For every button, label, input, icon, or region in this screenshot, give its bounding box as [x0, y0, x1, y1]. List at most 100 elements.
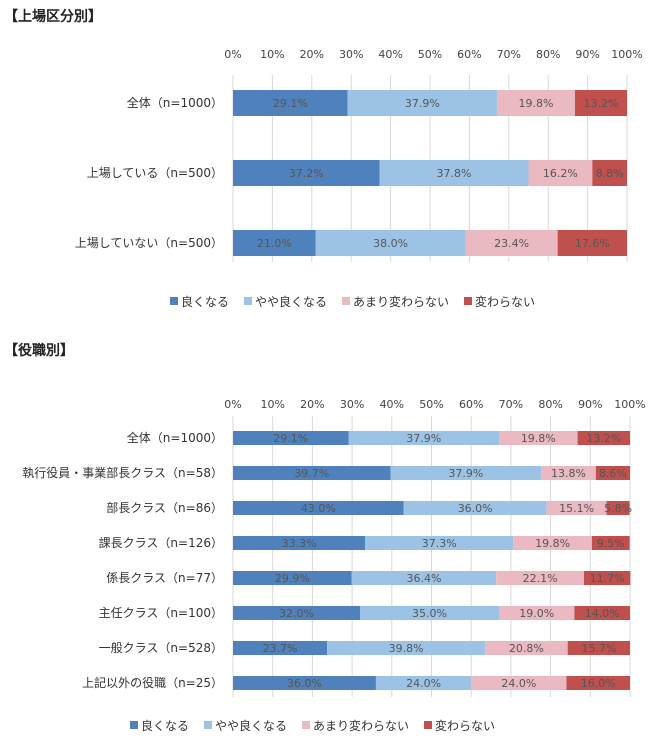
data-label: 35.0% — [412, 607, 447, 620]
x-tick-label: 30% — [340, 398, 364, 411]
x-tick-label: 40% — [378, 48, 402, 61]
bar-segment — [498, 431, 578, 445]
x-tick-label: 20% — [300, 398, 324, 411]
bar-segment — [513, 536, 592, 550]
bar-segment — [233, 466, 391, 480]
data-label: 19.8% — [535, 537, 570, 550]
data-label: 5.8% — [604, 502, 632, 515]
data-label: 33.3% — [282, 537, 317, 550]
bar-segment — [360, 606, 499, 620]
data-label: 19.8% — [521, 432, 556, 445]
data-label: 22.1% — [523, 572, 558, 585]
legend-item-label: 変わらない — [435, 718, 495, 733]
data-label: 16.0% — [581, 677, 616, 690]
data-label: 20.8% — [509, 642, 544, 655]
data-label: 14.0% — [585, 607, 620, 620]
legend-swatch — [464, 297, 472, 305]
x-tick-label: 100% — [611, 48, 642, 61]
data-label: 13.8% — [551, 467, 586, 480]
legend-item-label: あまり変わらない — [313, 718, 409, 733]
data-label: 38.0% — [373, 237, 408, 250]
data-label: 36.4% — [406, 572, 441, 585]
bar-segment — [577, 431, 630, 445]
bar-segment — [351, 571, 497, 585]
x-tick-label: 90% — [578, 398, 602, 411]
category-label: 課長クラス（n=126） — [99, 535, 223, 550]
chart-1-svg: 0% 10% 20% 30% 40% 50% 60% 70% 80% 90% 100% 全体（n=10… — [75, 48, 643, 309]
legend-swatch — [302, 721, 310, 729]
x-tick-label: 60% — [459, 398, 483, 411]
data-label: 29.1% — [273, 97, 308, 110]
x-tick-label: 50% — [419, 398, 443, 411]
bar-segment — [327, 641, 486, 655]
category-label: 全体（n=1000） — [127, 430, 223, 445]
bar-segment — [567, 641, 630, 655]
bar-segment — [233, 606, 361, 620]
legend-item-label: やや良くなる — [255, 294, 327, 309]
x-tick-label: 30% — [339, 48, 363, 61]
bar-segment — [498, 606, 575, 620]
data-label: 8.6% — [599, 467, 627, 480]
data-label: 23.7% — [263, 642, 298, 655]
data-label: 11.7% — [590, 572, 625, 585]
x-tick-label: 60% — [457, 48, 481, 61]
data-label: 43.0% — [301, 502, 336, 515]
bar-segment — [595, 466, 630, 480]
data-label: 36.0% — [458, 502, 493, 515]
data-label: 29.1% — [273, 432, 308, 445]
bar-segment — [233, 571, 352, 585]
category-label: 主任クラス（n=100） — [99, 606, 223, 620]
x-tick-label: 20% — [300, 48, 324, 61]
legend-swatch — [170, 297, 178, 305]
data-label: 24.0% — [501, 677, 536, 690]
legend-swatch — [424, 721, 432, 729]
x-tick-label: 40% — [380, 398, 404, 411]
category-label: 係長クラス（n=77） — [106, 571, 223, 585]
bar-segment — [347, 90, 497, 116]
x-tick-label: 10% — [260, 48, 284, 61]
bar-segment — [233, 501, 404, 515]
category-label: 執行役員・事業部長クラス（n=58） — [22, 465, 223, 480]
legend-swatch — [342, 297, 350, 305]
data-label: 29.9% — [275, 572, 310, 585]
x-tick-label: 50% — [418, 48, 442, 61]
bar-segment — [583, 571, 631, 585]
x-tick-label: 90% — [575, 48, 599, 61]
bar-segment — [574, 606, 630, 620]
bar-segment — [496, 90, 575, 116]
bar-segment — [566, 676, 630, 690]
bar-segment — [233, 230, 316, 256]
legend-item-label: 良くなる — [181, 294, 229, 309]
data-label: 37.9% — [406, 432, 441, 445]
bar-segment — [233, 160, 380, 186]
bar-segment — [233, 536, 366, 550]
bar-segment — [379, 160, 529, 186]
category-label: 一般クラス（n=528） — [99, 640, 223, 655]
bar-segment — [591, 536, 630, 550]
data-label: 15.1% — [559, 502, 594, 515]
data-label: 23.4% — [494, 237, 529, 250]
data-label: 17.6% — [575, 237, 610, 250]
bar-segment — [233, 431, 349, 445]
data-label: 37.9% — [448, 467, 483, 480]
bar-segment — [465, 230, 558, 256]
bar-segment — [528, 160, 593, 186]
data-label: 36.0% — [287, 677, 322, 690]
bar-segment — [365, 536, 514, 550]
data-label: 13.2% — [584, 97, 619, 110]
x-tick-label: 70% — [499, 398, 523, 411]
x-tick-label: 70% — [497, 48, 521, 61]
data-label: 32.0% — [279, 607, 314, 620]
legend-item-label: やや良くなる — [215, 718, 287, 733]
data-label: 19.0% — [519, 607, 554, 620]
bar-segment — [315, 230, 466, 256]
bar-segment — [348, 431, 499, 445]
legend-item-label: 良くなる — [141, 718, 189, 733]
bar-segment — [592, 160, 627, 186]
legend-swatch — [204, 721, 212, 729]
data-label: 13.2% — [586, 432, 621, 445]
category-label: 全体（n=1000） — [127, 95, 223, 110]
x-tick-label: 0% — [224, 48, 241, 61]
bar-segment — [541, 466, 596, 480]
